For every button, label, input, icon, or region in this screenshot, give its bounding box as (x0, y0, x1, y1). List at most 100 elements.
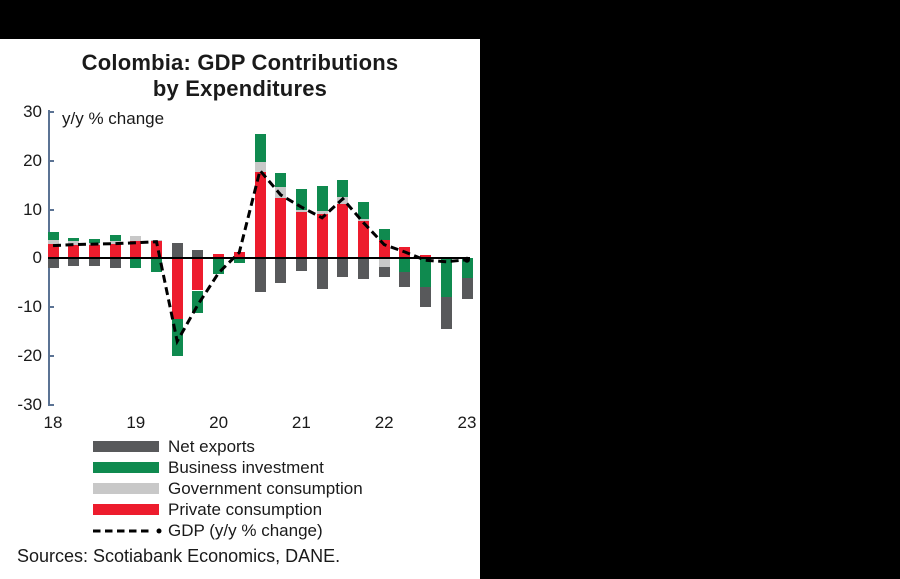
bar-segment-net-exports (378, 267, 390, 277)
sources-note: Sources: Scotiabank Economics, DANE. (17, 546, 341, 566)
chart-panel: Colombia: GDP Contributions by Expenditu… (0, 39, 480, 579)
legend-label: GDP (y/y % change) (168, 520, 323, 540)
chart-title: Colombia: GDP Contributions by Expenditu… (0, 50, 480, 102)
gdp-line (52, 167, 468, 346)
legend-label: Net exports (168, 436, 255, 456)
bar-segment-private-consumption (47, 244, 59, 259)
legend-item: Government consumption (0, 478, 480, 499)
bar-segment-private-consumption (316, 214, 328, 259)
bar-segment-net-exports (440, 296, 452, 329)
y-tick-mark (48, 354, 54, 357)
bar-segment-business-investment (192, 290, 204, 313)
bar-segment-net-exports (254, 258, 266, 293)
bar-segment-business-investment (130, 258, 142, 268)
bar-segment-private-consumption (192, 258, 204, 291)
bar-segment-business-investment (420, 258, 432, 288)
chart-title-line1: Colombia: GDP Contributions (81, 50, 399, 75)
bar-segment-private-consumption (130, 240, 142, 259)
bar-segment-government-consumption (130, 236, 142, 241)
legend-label: Business investment (168, 457, 324, 477)
legend-item: Net exports (0, 436, 480, 457)
bar-segment-business-investment (88, 239, 100, 243)
bar-segment-private-consumption (254, 172, 266, 259)
bar-segment-net-exports (88, 258, 100, 266)
bar-segment-net-exports (68, 258, 80, 266)
bar-segment-business-investment (295, 188, 307, 210)
legend-item: GDP (y/y % change) (0, 520, 480, 541)
bar-segment-private-consumption (171, 258, 183, 320)
y-tick-label: -10 (17, 297, 42, 317)
bar-segment-private-consumption (337, 204, 349, 259)
bar-segment-private-consumption (88, 244, 100, 259)
bar-segment-business-investment (337, 180, 349, 198)
bar-segment-business-investment (358, 201, 369, 219)
bar-segment-net-exports (399, 272, 411, 288)
y-tick-label: -20 (17, 345, 42, 365)
bar-segment-net-exports (316, 258, 328, 289)
bar-segment-business-investment (461, 258, 473, 279)
legend-swatch-box (93, 462, 159, 473)
bar-segment-private-consumption (68, 244, 80, 259)
chart-title-line2: by Expenditures (152, 76, 328, 101)
x-tick-label: 21 (291, 413, 311, 432)
bar-segment-net-exports (420, 287, 432, 308)
legend-label: Private consumption (168, 499, 323, 519)
bar-segment-business-investment (275, 173, 287, 187)
bar-segment-private-consumption (151, 241, 162, 259)
bar-segment-net-exports (171, 243, 183, 259)
y-tick-label: -30 (17, 394, 42, 414)
y-tick-mark (48, 403, 54, 406)
y-tick-label: 20 (23, 150, 42, 170)
bar-segment-business-investment (233, 258, 245, 264)
x-tick-label: 20 (209, 413, 229, 432)
bar-segment-net-exports (461, 278, 473, 299)
bar-segment-business-investment (151, 258, 162, 272)
legend-swatch-box (93, 483, 159, 494)
zero-axis-line (48, 257, 470, 260)
legend-swatch-box (93, 504, 159, 515)
bar-segment-business-investment (254, 134, 266, 163)
x-tick-label: 19 (126, 413, 146, 432)
y-tick-mark (48, 110, 54, 113)
bar-segment-private-consumption (295, 211, 307, 259)
y-tick-mark (48, 159, 54, 162)
gdp-line-end-dot (464, 256, 470, 263)
bar-segment-private-consumption (109, 243, 121, 259)
bar-segment-business-investment (68, 237, 80, 242)
legend-label: Government consumption (168, 478, 363, 498)
legend-swatch-dashed-line (93, 528, 162, 533)
bar-segment-business-investment (399, 258, 411, 272)
bar-segment-business-investment (316, 185, 328, 211)
bar-segment-private-consumption (275, 198, 287, 259)
bar-segment-business-investment (109, 234, 121, 241)
x-tick-label: 23 (457, 413, 477, 432)
bar-segment-government-consumption (275, 186, 287, 199)
legend-swatch-box (93, 441, 159, 452)
bar-segment-private-consumption (213, 253, 225, 259)
bar-segment-private-consumption (233, 251, 245, 259)
bar-segment-net-exports (275, 258, 287, 284)
legend-item: Private consumption (0, 499, 480, 520)
bar-segment-government-consumption (254, 162, 266, 173)
bar-segment-private-consumption (358, 221, 369, 259)
x-tick-label: 18 (43, 413, 63, 432)
y-tick-label: 10 (23, 199, 42, 219)
x-tick-label: 22 (374, 413, 394, 432)
bar-segment-business-investment (378, 228, 390, 241)
bar-segment-net-exports (109, 258, 121, 269)
bar-segment-government-consumption (358, 218, 369, 222)
bar-segment-net-exports (295, 258, 307, 271)
bar-segment-private-consumption (378, 240, 390, 259)
bar-segment-business-investment (47, 232, 59, 241)
legend-item: Business investment (0, 457, 480, 478)
bar-segment-government-consumption (295, 209, 307, 212)
y-tick-label: 30 (23, 101, 42, 121)
bar-segment-government-consumption (316, 211, 328, 215)
y-tick-mark (48, 306, 54, 309)
legend: Net exports Business investment Government… (0, 436, 480, 541)
bar-segment-net-exports (192, 249, 204, 259)
bar-segment-business-investment (213, 258, 225, 275)
bar-segment-net-exports (337, 258, 349, 278)
bar-segment-government-consumption (109, 240, 121, 244)
